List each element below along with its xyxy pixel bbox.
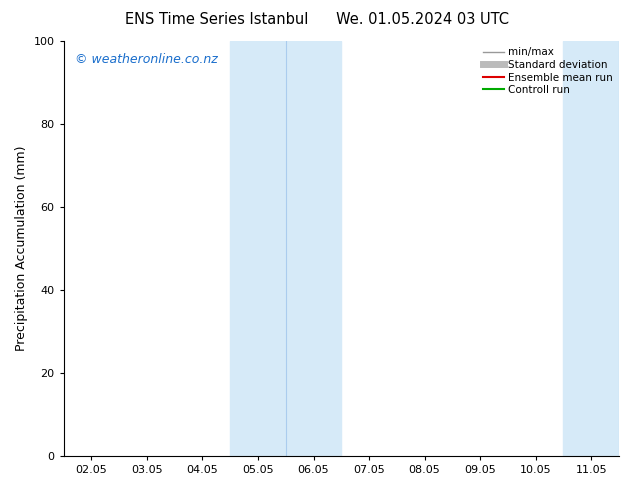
Bar xyxy=(564,41,634,456)
Text: ENS Time Series Istanbul      We. 01.05.2024 03 UTC: ENS Time Series Istanbul We. 01.05.2024 … xyxy=(125,12,509,27)
Text: © weatheronline.co.nz: © weatheronline.co.nz xyxy=(75,53,217,67)
Bar xyxy=(230,41,341,456)
Y-axis label: Precipitation Accumulation (mm): Precipitation Accumulation (mm) xyxy=(15,146,28,351)
Legend: min/max, Standard deviation, Ensemble mean run, Controll run: min/max, Standard deviation, Ensemble me… xyxy=(480,44,616,98)
